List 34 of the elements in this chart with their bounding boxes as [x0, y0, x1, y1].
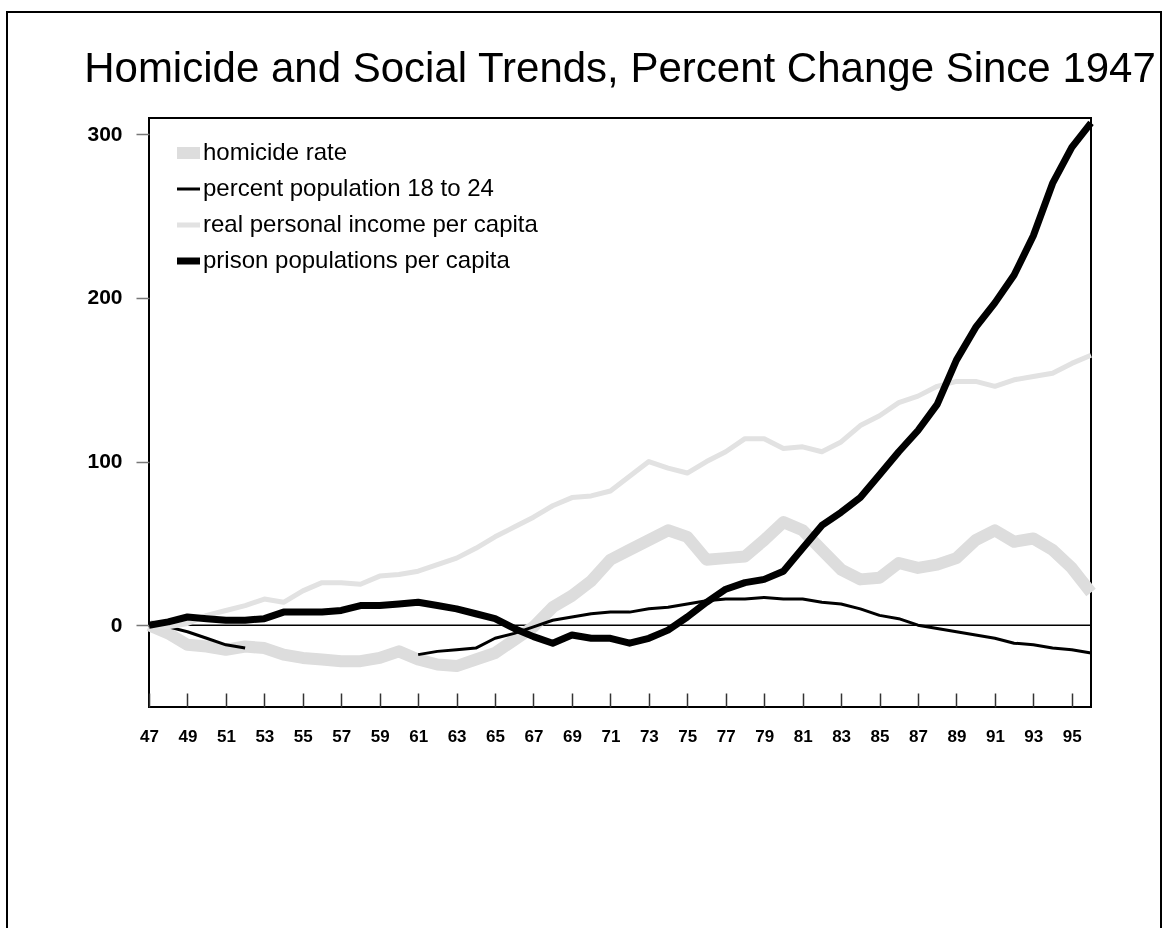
- x-tick-label: 83: [832, 726, 852, 746]
- x-tick-label: 65: [486, 726, 505, 746]
- x-tick-label: 61: [409, 726, 429, 746]
- x-tick-label: 79: [755, 726, 775, 746]
- x-tick-label: 47: [140, 726, 159, 746]
- x-tick-label: 49: [178, 726, 198, 746]
- x-tick-label: 93: [1024, 726, 1044, 746]
- x-tick-label: 91: [985, 726, 1005, 746]
- x-tick-label: 89: [947, 726, 967, 746]
- x-tick-label: 69: [562, 726, 582, 746]
- x-tick-label: 87: [909, 726, 928, 746]
- x-tick-label: 51: [216, 726, 236, 746]
- x-tick-label: 55: [293, 726, 313, 746]
- x-tick-label: 81: [793, 726, 813, 746]
- y-tick-label: 100: [87, 449, 123, 473]
- x-tick-label: 95: [1062, 726, 1082, 746]
- x-tick-label: 85: [870, 726, 890, 746]
- x-tick-label: 77: [716, 726, 736, 746]
- legend-label: homicide rate: [203, 138, 348, 165]
- x-tick-label: 59: [370, 726, 390, 746]
- legend-label: real personal income per capita: [203, 210, 539, 237]
- y-tick-label: 0: [110, 612, 123, 636]
- x-tick-label: 53: [255, 726, 275, 746]
- x-tick-label: 63: [447, 726, 467, 746]
- y-tick-label: 200: [87, 285, 123, 309]
- x-tick-label: 57: [332, 726, 352, 746]
- x-tick-label: 75: [678, 726, 698, 746]
- x-tick-label: 71: [601, 726, 621, 746]
- legend-label: percent population 18 to 24: [203, 174, 494, 201]
- x-tick-label: 73: [639, 726, 659, 746]
- legend-label: prison populations per capita: [203, 246, 511, 273]
- chart-title: Homicide and Social Trends, Percent Change Since 1947: [84, 44, 1156, 91]
- x-tick-label: 67: [524, 726, 544, 746]
- y-tick-label: 300: [87, 121, 123, 145]
